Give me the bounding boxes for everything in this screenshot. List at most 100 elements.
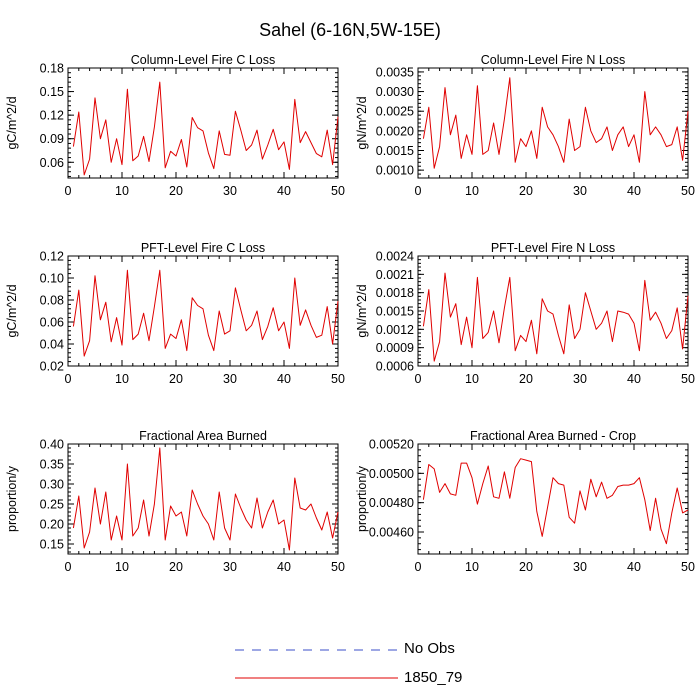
x-tick-label: 10 [115, 184, 129, 198]
x-tick-label: 10 [465, 184, 479, 198]
x-tick-label: 10 [115, 560, 129, 574]
x-tick-label: 20 [519, 184, 533, 198]
x-tick-label: 40 [627, 372, 641, 386]
series-line-1850_79 [422, 77, 689, 169]
y-tick-label: 0.06 [40, 316, 64, 330]
y-tick-label: 0.15 [40, 85, 64, 99]
chart-title: PFT-Level Fire N Loss [491, 241, 615, 255]
chart-title: Fractional Area Burned - Crop [470, 429, 636, 443]
chart-title: Column-Level Fire C Loss [131, 53, 276, 67]
x-tick-label: 30 [573, 560, 587, 574]
series-line-1850_79 [422, 272, 689, 362]
x-tick-label: 10 [465, 372, 479, 386]
y-tick-label: 0.0015 [376, 144, 414, 158]
plot-frame [67, 255, 339, 367]
y-tick-label: 0.0006 [376, 360, 414, 374]
y-tick-label: 0.30 [40, 478, 64, 492]
chart-panel-2: Column-Level Fire N Loss gN/m^2/d 0 10 20 30 4… [355, 53, 695, 198]
y-tick-label: 0.20 [40, 518, 64, 532]
x-tick-label: 50 [681, 372, 695, 386]
y-tick-label: 0.06 [40, 156, 64, 170]
series-line-1850_79 [72, 81, 339, 176]
x-tick-label: 20 [169, 184, 183, 198]
x-tick-label: 50 [681, 560, 695, 574]
series-line-1850_79 [72, 269, 339, 357]
x-tick-label: 30 [573, 372, 587, 386]
plot-frame [67, 443, 339, 555]
figure-title: Sahel (6-16N,5W-15E) [259, 20, 441, 40]
y-tick-label: 0.15 [40, 538, 64, 552]
chart-panel-5: Fractional Area Burned proportion/y 0 10 20 3… [5, 429, 345, 574]
y-tick-label: 0.0024 [376, 250, 414, 264]
y-tick-label: 0.02 [40, 360, 64, 374]
chart-title: PFT-Level Fire C Loss [141, 241, 265, 255]
legend-label-1850-79: 1850_79 [404, 669, 463, 686]
y-tick-label: 0.0035 [376, 65, 414, 79]
plot-frame [67, 67, 339, 179]
y-tick-label: 0.00500 [369, 467, 414, 481]
y-tick-label: 0.08 [40, 294, 64, 308]
plot-frame [417, 255, 689, 367]
x-tick-label: 10 [115, 372, 129, 386]
x-tick-label: 50 [331, 372, 345, 386]
x-tick-label: 50 [681, 184, 695, 198]
x-tick-label: 0 [415, 560, 422, 574]
y-tick-label: 0.0012 [376, 323, 414, 337]
x-tick-label: 0 [65, 184, 72, 198]
legend-label-no-obs: No Obs [404, 640, 455, 657]
y-tick-label: 0.35 [40, 458, 64, 472]
x-tick-label: 30 [573, 184, 587, 198]
series-line-1850_79 [72, 447, 339, 551]
x-tick-label: 20 [519, 372, 533, 386]
x-tick-label: 40 [627, 560, 641, 574]
x-tick-label: 50 [331, 560, 345, 574]
y-tick-label: 0.0030 [376, 85, 414, 99]
y-tick-label: 0.0020 [376, 124, 414, 138]
plot-frame [417, 67, 689, 179]
x-tick-label: 20 [169, 560, 183, 574]
chart-panel-3: PFT-Level Fire C Loss gC/m^2/d 0 10 20 30 40 50… [5, 241, 345, 386]
x-tick-label: 20 [519, 560, 533, 574]
chart-panel-6: Fractional Area Burned - Crop proportion/… [355, 429, 695, 574]
y-tick-label: 0.12 [40, 109, 64, 123]
y-tick-label: 0.00520 [369, 438, 414, 452]
x-tick-label: 20 [169, 372, 183, 386]
y-tick-label: 0.25 [40, 498, 64, 512]
x-tick-label: 50 [331, 184, 345, 198]
y-axis-label: proportion/y [5, 465, 19, 532]
chart-title: Fractional Area Burned [139, 429, 267, 443]
y-tick-label: 0.0025 [376, 105, 414, 119]
y-tick-label: 0.12 [40, 250, 64, 264]
y-tick-label: 0.40 [40, 438, 64, 452]
x-tick-label: 40 [627, 184, 641, 198]
plot-frame [417, 443, 689, 555]
series-line-1850_79 [422, 458, 689, 545]
y-tick-label: 0.18 [40, 62, 64, 76]
chart-title: Column-Level Fire N Loss [481, 53, 626, 67]
y-tick-label: 0.0021 [376, 268, 414, 282]
y-tick-label: 0.10 [40, 272, 64, 286]
y-tick-label: 0.09 [40, 132, 64, 146]
x-tick-label: 40 [277, 560, 291, 574]
y-axis-label: gC/m^2/d [5, 96, 19, 149]
chart-panel-1: Column-Level Fire C Loss gC/m^2/d 0 10 20 30 4… [5, 53, 345, 198]
y-tick-label: 0.0010 [376, 164, 414, 178]
y-axis-label: proportion/y [355, 465, 369, 532]
x-tick-label: 40 [277, 372, 291, 386]
x-tick-label: 10 [465, 560, 479, 574]
y-tick-label: 0.04 [40, 338, 64, 352]
y-tick-label: 0.0015 [376, 305, 414, 319]
y-axis-label: gN/m^2/d [355, 284, 369, 337]
x-tick-label: 40 [277, 184, 291, 198]
x-tick-label: 0 [415, 184, 422, 198]
y-tick-label: 0.0009 [376, 341, 414, 355]
x-tick-label: 0 [415, 372, 422, 386]
y-axis-label: gC/m^2/d [5, 284, 19, 337]
x-tick-label: 30 [223, 560, 237, 574]
y-tick-label: 0.00460 [369, 526, 414, 540]
chart-panel-4: PFT-Level Fire N Loss gN/m^2/d 0 10 20 30 40 50… [355, 241, 695, 386]
x-tick-label: 0 [65, 372, 72, 386]
x-tick-label: 30 [223, 184, 237, 198]
y-tick-label: 0.00480 [369, 496, 414, 510]
